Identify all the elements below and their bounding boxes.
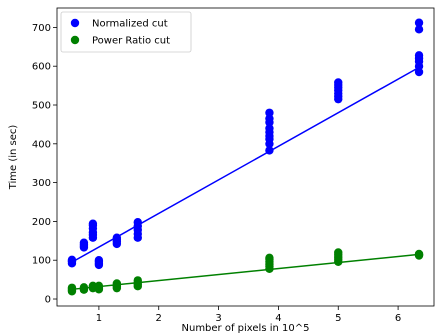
legend-label-power-ratio-cut: Power Ratio cut: [92, 36, 170, 47]
x-tick-label: 2: [156, 313, 162, 324]
plot-frame: [56, 7, 435, 307]
normalized-cut-point: [265, 146, 274, 155]
y-tick-label: 600: [32, 62, 51, 73]
power-ratio-cut-point: [265, 253, 274, 263]
normalized-cut-point: [334, 78, 343, 87]
normalized-cut-point: [414, 51, 424, 60]
y-tick-label: 0: [45, 295, 51, 306]
x-tick-label: 1: [96, 313, 102, 324]
power-ratio-cut-point: [79, 283, 89, 292]
legend: Normalized cut Power Ratio cut: [60, 11, 192, 53]
power-ratio-cut-point: [334, 248, 343, 257]
normalized-cut-point: [414, 18, 424, 27]
normalized-cut-point: [265, 108, 274, 117]
normalized-cut-point: [79, 238, 89, 247]
y-tick-label: 100: [32, 256, 51, 267]
normalized-cut-point: [414, 25, 424, 34]
y-tick-label: 500: [32, 101, 51, 112]
legend-label-normalized-cut: Normalized cut: [92, 19, 168, 30]
legend-marker-normalized-cut: [70, 18, 80, 28]
normalized-cut-fit-line: [71, 66, 420, 263]
power-ratio-cut-point: [112, 279, 122, 288]
legend-marker-power-ratio-cut: [70, 35, 80, 45]
normalized-cut-point: [265, 114, 274, 123]
x-tick-label: 6: [395, 313, 401, 324]
normalized-cut-point: [112, 233, 122, 242]
x-tick-label: 4: [275, 313, 281, 324]
x-tick-label: 3: [215, 313, 221, 324]
normalized-cut-point: [88, 219, 98, 228]
normalized-cut-point: [94, 256, 104, 265]
normalized-cut-point: [265, 124, 274, 133]
y-tick-label: 700: [32, 23, 51, 34]
power-ratio-cut-point: [67, 283, 77, 292]
power-ratio-cut-point: [94, 281, 104, 291]
axis-layer: 1 2 3 4 5 6 0 100 200 300 400 500 600 700: [32, 23, 401, 324]
power-ratio-cut-point: [133, 276, 142, 285]
y-tick-label: 400: [32, 139, 51, 150]
x-axis-label: Number of pixels in 10^5: [182, 323, 310, 334]
plot-layer: [67, 18, 424, 296]
legend-box: [60, 11, 192, 53]
y-tick-label: 300: [32, 178, 51, 189]
x-tick-label: 5: [335, 313, 341, 324]
power-ratio-cut-point: [414, 249, 424, 259]
normalized-cut-point: [133, 217, 142, 227]
y-tick-label: 200: [32, 217, 51, 228]
normalized-cut-point: [414, 67, 424, 77]
y-axis-label: Time (in sec): [8, 125, 19, 191]
normalized-cut-point: [67, 255, 77, 265]
power-ratio-cut-fit-line: [71, 253, 420, 291]
